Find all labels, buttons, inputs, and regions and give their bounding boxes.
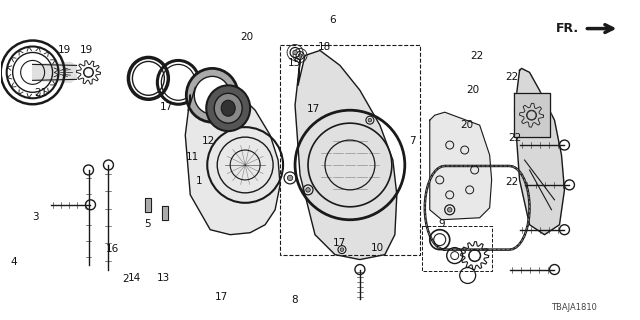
Text: 17: 17 (333, 238, 346, 248)
Text: 1: 1 (195, 176, 202, 186)
Text: FR.: FR. (556, 22, 579, 35)
Text: 13: 13 (157, 273, 170, 283)
Polygon shape (513, 93, 550, 137)
Text: 7: 7 (410, 136, 416, 146)
Ellipse shape (214, 93, 242, 123)
Text: 17: 17 (214, 292, 228, 302)
Text: 5: 5 (144, 219, 151, 229)
Ellipse shape (186, 68, 238, 122)
Ellipse shape (195, 76, 230, 114)
Text: 22: 22 (470, 52, 483, 61)
Polygon shape (430, 112, 492, 220)
Text: 6: 6 (330, 15, 336, 25)
Circle shape (298, 54, 302, 57)
Circle shape (447, 208, 452, 212)
Text: 14: 14 (128, 273, 141, 283)
Text: 12: 12 (202, 136, 215, 146)
Text: 19: 19 (80, 45, 93, 55)
Polygon shape (515, 68, 564, 235)
Text: 2: 2 (122, 275, 129, 284)
Bar (280, 45, 420, 255)
Text: 9: 9 (438, 219, 445, 229)
Text: 19: 19 (58, 45, 71, 55)
Circle shape (293, 50, 298, 55)
Text: 17: 17 (160, 102, 173, 112)
Text: TBAJA1810: TBAJA1810 (552, 303, 597, 312)
Text: 18: 18 (318, 42, 331, 52)
Ellipse shape (221, 100, 235, 116)
Circle shape (306, 188, 310, 192)
Text: 4: 4 (10, 257, 17, 267)
Polygon shape (163, 206, 168, 220)
Text: 22: 22 (505, 72, 518, 82)
Bar (422, 226, 492, 270)
Text: 8: 8 (291, 295, 298, 305)
Text: 10: 10 (371, 243, 384, 252)
Text: 15: 15 (288, 58, 301, 68)
Ellipse shape (206, 85, 250, 131)
Text: 16: 16 (106, 244, 119, 254)
Circle shape (368, 118, 372, 122)
Text: 20: 20 (467, 85, 480, 95)
Text: 11: 11 (186, 152, 199, 162)
Polygon shape (186, 83, 280, 235)
Polygon shape (295, 51, 397, 260)
Text: 22: 22 (505, 177, 518, 187)
Text: 21: 21 (35, 88, 47, 98)
Text: 20: 20 (240, 32, 253, 42)
Text: 17: 17 (307, 104, 320, 114)
Polygon shape (145, 198, 152, 212)
Polygon shape (33, 62, 77, 82)
Text: 22: 22 (508, 133, 522, 143)
Circle shape (287, 175, 292, 180)
Text: 20: 20 (460, 120, 474, 130)
Circle shape (340, 248, 344, 252)
Text: 3: 3 (33, 212, 39, 222)
